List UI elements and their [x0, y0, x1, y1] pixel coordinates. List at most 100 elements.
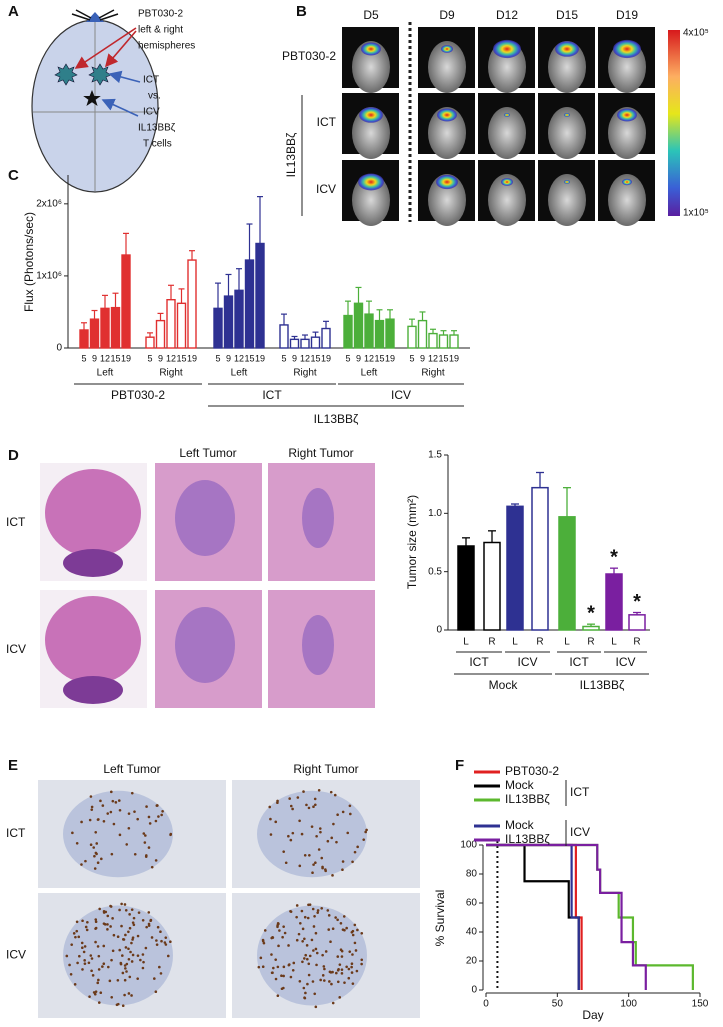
- stained-cell: [108, 979, 112, 983]
- stained-cell: [82, 950, 86, 954]
- stained-cell: [298, 864, 302, 868]
- stained-cell: [321, 953, 324, 957]
- stained-cell: [292, 961, 296, 965]
- column-label: Right Tumor: [293, 762, 358, 776]
- stained-cell: [312, 863, 315, 866]
- stained-cell: [132, 923, 136, 927]
- signal: [361, 42, 381, 56]
- tumor-left: [54, 63, 78, 86]
- stained-cell: [331, 874, 334, 877]
- stained-cell: [287, 963, 291, 967]
- stained-cell: [324, 868, 327, 871]
- stained-cell: [317, 788, 321, 792]
- stained-cell: [97, 978, 100, 982]
- stained-cell: [360, 958, 364, 962]
- stained-cell: [144, 946, 148, 950]
- stained-cell: [306, 957, 309, 961]
- stained-cell: [102, 944, 106, 948]
- x-tick-label: 5: [409, 353, 414, 363]
- tumor-region: [63, 905, 173, 1006]
- scale-label: 4x10⁵: [683, 28, 709, 39]
- stained-cell: [154, 819, 158, 823]
- stained-cell: [81, 968, 84, 971]
- stained-cell: [73, 983, 77, 986]
- stained-cell: [350, 971, 354, 974]
- x-tick-label: L: [611, 637, 617, 648]
- stained-cell: [147, 846, 151, 849]
- y-tick-label: 1.0: [428, 508, 442, 519]
- stained-cell: [124, 908, 128, 912]
- x-tick-label: 15: [244, 353, 254, 363]
- x-tick-label: 50: [552, 999, 564, 1010]
- x-tick-label: 9: [226, 353, 231, 363]
- stained-cell: [291, 831, 295, 835]
- stained-cell: [312, 949, 315, 952]
- row-label: ICV: [316, 182, 336, 196]
- stained-cell: [91, 974, 95, 977]
- stained-cell: [269, 817, 272, 821]
- stained-cell: [314, 1005, 318, 1009]
- stained-cell: [350, 965, 353, 969]
- cerebellum: [63, 676, 123, 704]
- day-label: D5: [363, 8, 379, 22]
- stained-cell: [101, 804, 105, 807]
- stained-cell: [268, 805, 272, 809]
- y-tick-label: 0: [471, 985, 477, 996]
- x-tick-label: L: [512, 637, 518, 648]
- stained-cell: [84, 859, 87, 863]
- stained-cell: [147, 815, 151, 819]
- series-label: Right: [159, 368, 183, 379]
- group-label: ICT: [569, 655, 589, 669]
- stained-cell: [132, 916, 136, 920]
- bar: [213, 307, 223, 349]
- stained-cell: [74, 935, 77, 939]
- stained-cell: [301, 960, 304, 964]
- y-tick-label: 20: [466, 956, 478, 967]
- stained-cell: [102, 962, 106, 966]
- legend-label: IL13BBζ: [505, 832, 550, 846]
- stained-cell: [303, 915, 307, 919]
- stained-cell: [337, 968, 340, 971]
- stained-cell: [90, 957, 94, 960]
- tumor-region: [302, 615, 334, 675]
- group-label: ICV: [391, 388, 411, 402]
- bar: [438, 334, 449, 349]
- stained-cell: [127, 947, 130, 951]
- stained-cell: [300, 832, 304, 836]
- bar: [628, 614, 646, 631]
- stained-cell: [276, 994, 280, 998]
- stained-cell: [97, 968, 101, 971]
- stained-cell: [336, 813, 339, 816]
- stained-cell: [259, 956, 263, 960]
- bar: [244, 259, 255, 349]
- stained-cell: [119, 961, 123, 965]
- stained-cell: [96, 945, 100, 948]
- mouse-head: [428, 174, 466, 226]
- survival-curve: [486, 843, 580, 990]
- bar: [187, 259, 197, 349]
- stained-cell: [327, 928, 331, 931]
- day-label: D9: [439, 8, 455, 22]
- stained-cell: [295, 938, 299, 942]
- stained-cell: [340, 968, 344, 971]
- stained-cell: [350, 962, 354, 965]
- injection-site: [83, 90, 101, 106]
- stained-cell: [125, 970, 128, 973]
- stained-cell: [315, 834, 318, 838]
- stained-cell: [299, 922, 302, 925]
- stained-cell: [312, 805, 315, 809]
- stained-cell: [329, 971, 333, 974]
- stained-cell: [123, 993, 126, 997]
- stained-cell: [307, 806, 311, 810]
- stained-cell: [335, 840, 338, 844]
- stained-cell: [145, 925, 148, 929]
- signal: [359, 107, 383, 123]
- stained-cell: [131, 953, 135, 957]
- stained-cell: [136, 934, 140, 938]
- arrow: [74, 27, 137, 69]
- stained-cell: [331, 927, 335, 931]
- stained-cell: [311, 871, 314, 874]
- stained-cell: [94, 918, 98, 921]
- stained-cell: [313, 992, 317, 996]
